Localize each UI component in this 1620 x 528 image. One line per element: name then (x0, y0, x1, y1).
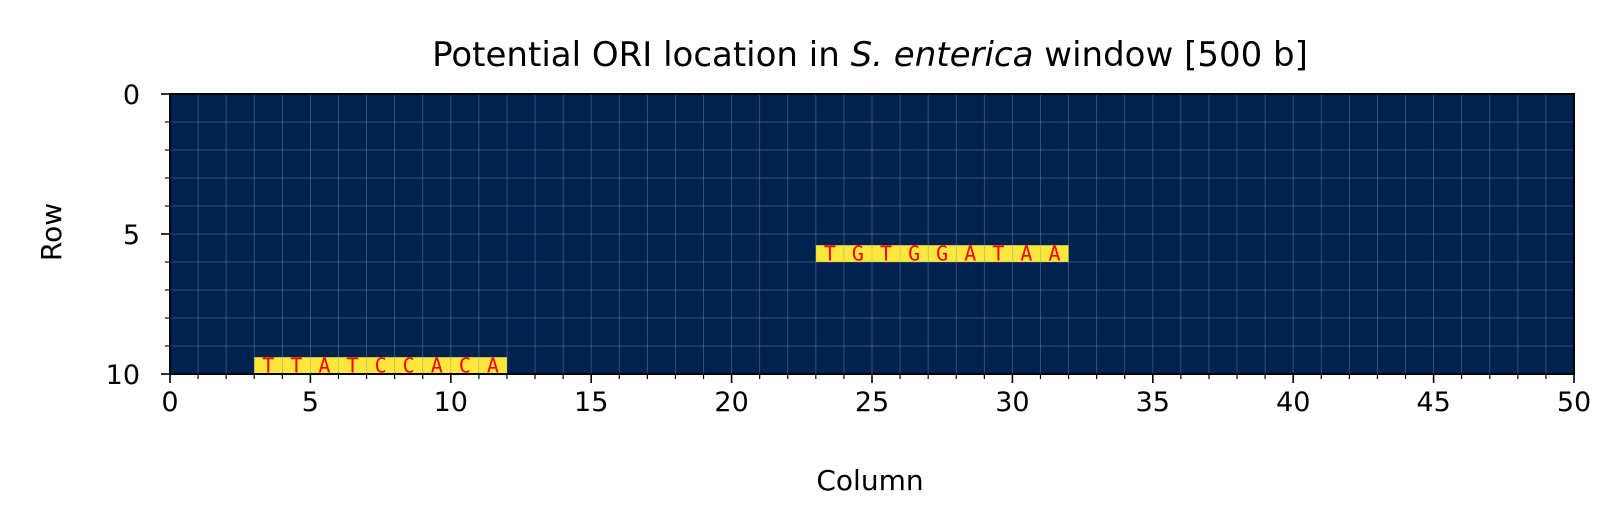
title-suffix: window [500 b] (1033, 35, 1307, 75)
sequence-letter: C (375, 354, 387, 378)
highlight-cell (815, 245, 844, 262)
y-tick-label: 10 (106, 360, 140, 391)
sequence-letter: G (852, 242, 864, 266)
highlight-cell (450, 357, 479, 374)
highlight-cell (366, 357, 395, 374)
x-tick-label: 45 (1416, 387, 1450, 418)
sequence-letter: A (964, 242, 976, 266)
sequence-letter: A (487, 354, 499, 378)
title-italic: S. enterica (851, 35, 1034, 75)
x-tick-label: 20 (714, 387, 748, 418)
sequence-letter: G (908, 242, 920, 266)
heatmap-background (170, 94, 1574, 374)
x-tick-label: 40 (1276, 387, 1310, 418)
sequence-letter: A (431, 354, 443, 378)
x-tick-label: 50 (1557, 387, 1591, 418)
highlight-cell (928, 245, 957, 262)
highlight-cell (422, 357, 451, 374)
sequence-letter: G (936, 242, 948, 266)
highlight-cell (872, 245, 901, 262)
sequence-letter: A (1020, 242, 1032, 266)
highlight-cell (310, 357, 339, 374)
sequence-letter: A (318, 354, 330, 378)
sequence-letter: T (346, 354, 358, 378)
x-tick-label: 15 (574, 387, 608, 418)
highlight-cell (282, 357, 311, 374)
sequence-letter: T (992, 242, 1004, 266)
x-axis-label: Column (816, 464, 923, 497)
highlight-cell (254, 357, 283, 374)
y-axis-label: Row (35, 203, 68, 261)
x-tick-label: 0 (161, 387, 178, 418)
y-tick-label: 5 (123, 220, 140, 251)
sequence-letter: T (290, 354, 302, 378)
x-tick-label: 35 (1136, 387, 1170, 418)
x-tick-label: 30 (995, 387, 1029, 418)
sequence-letter: T (262, 354, 274, 378)
sequence-letter: T (824, 242, 836, 266)
highlight-cell (843, 245, 872, 262)
x-tick-label: 25 (855, 387, 889, 418)
sequence-letter: C (403, 354, 415, 378)
highlight-cell (956, 245, 985, 262)
sequence-letter: C (459, 354, 471, 378)
highlight-cell (1040, 245, 1069, 262)
x-tick-label: 10 (434, 387, 468, 418)
highlight-cell (984, 245, 1013, 262)
highlight-cell (900, 245, 929, 262)
y-tick-label: 0 (123, 80, 140, 111)
x-tick-label: 5 (302, 387, 319, 418)
highlight-cell (394, 357, 423, 374)
heatmap-plot: T G T G G A T A AT T A T C C A C A0 5 10 15 20 25 30 35 40 45 5005… (106, 80, 1592, 418)
sequence-letter: A (1048, 242, 1060, 266)
highlight-cell (478, 357, 507, 374)
highlight-cell (1012, 245, 1041, 262)
sequence-letter: T (880, 242, 892, 266)
highlight-cell (338, 357, 367, 374)
chart-title: Potential ORI location in S. enterica wi… (432, 35, 1308, 75)
title-prefix: Potential ORI location in (432, 35, 851, 75)
